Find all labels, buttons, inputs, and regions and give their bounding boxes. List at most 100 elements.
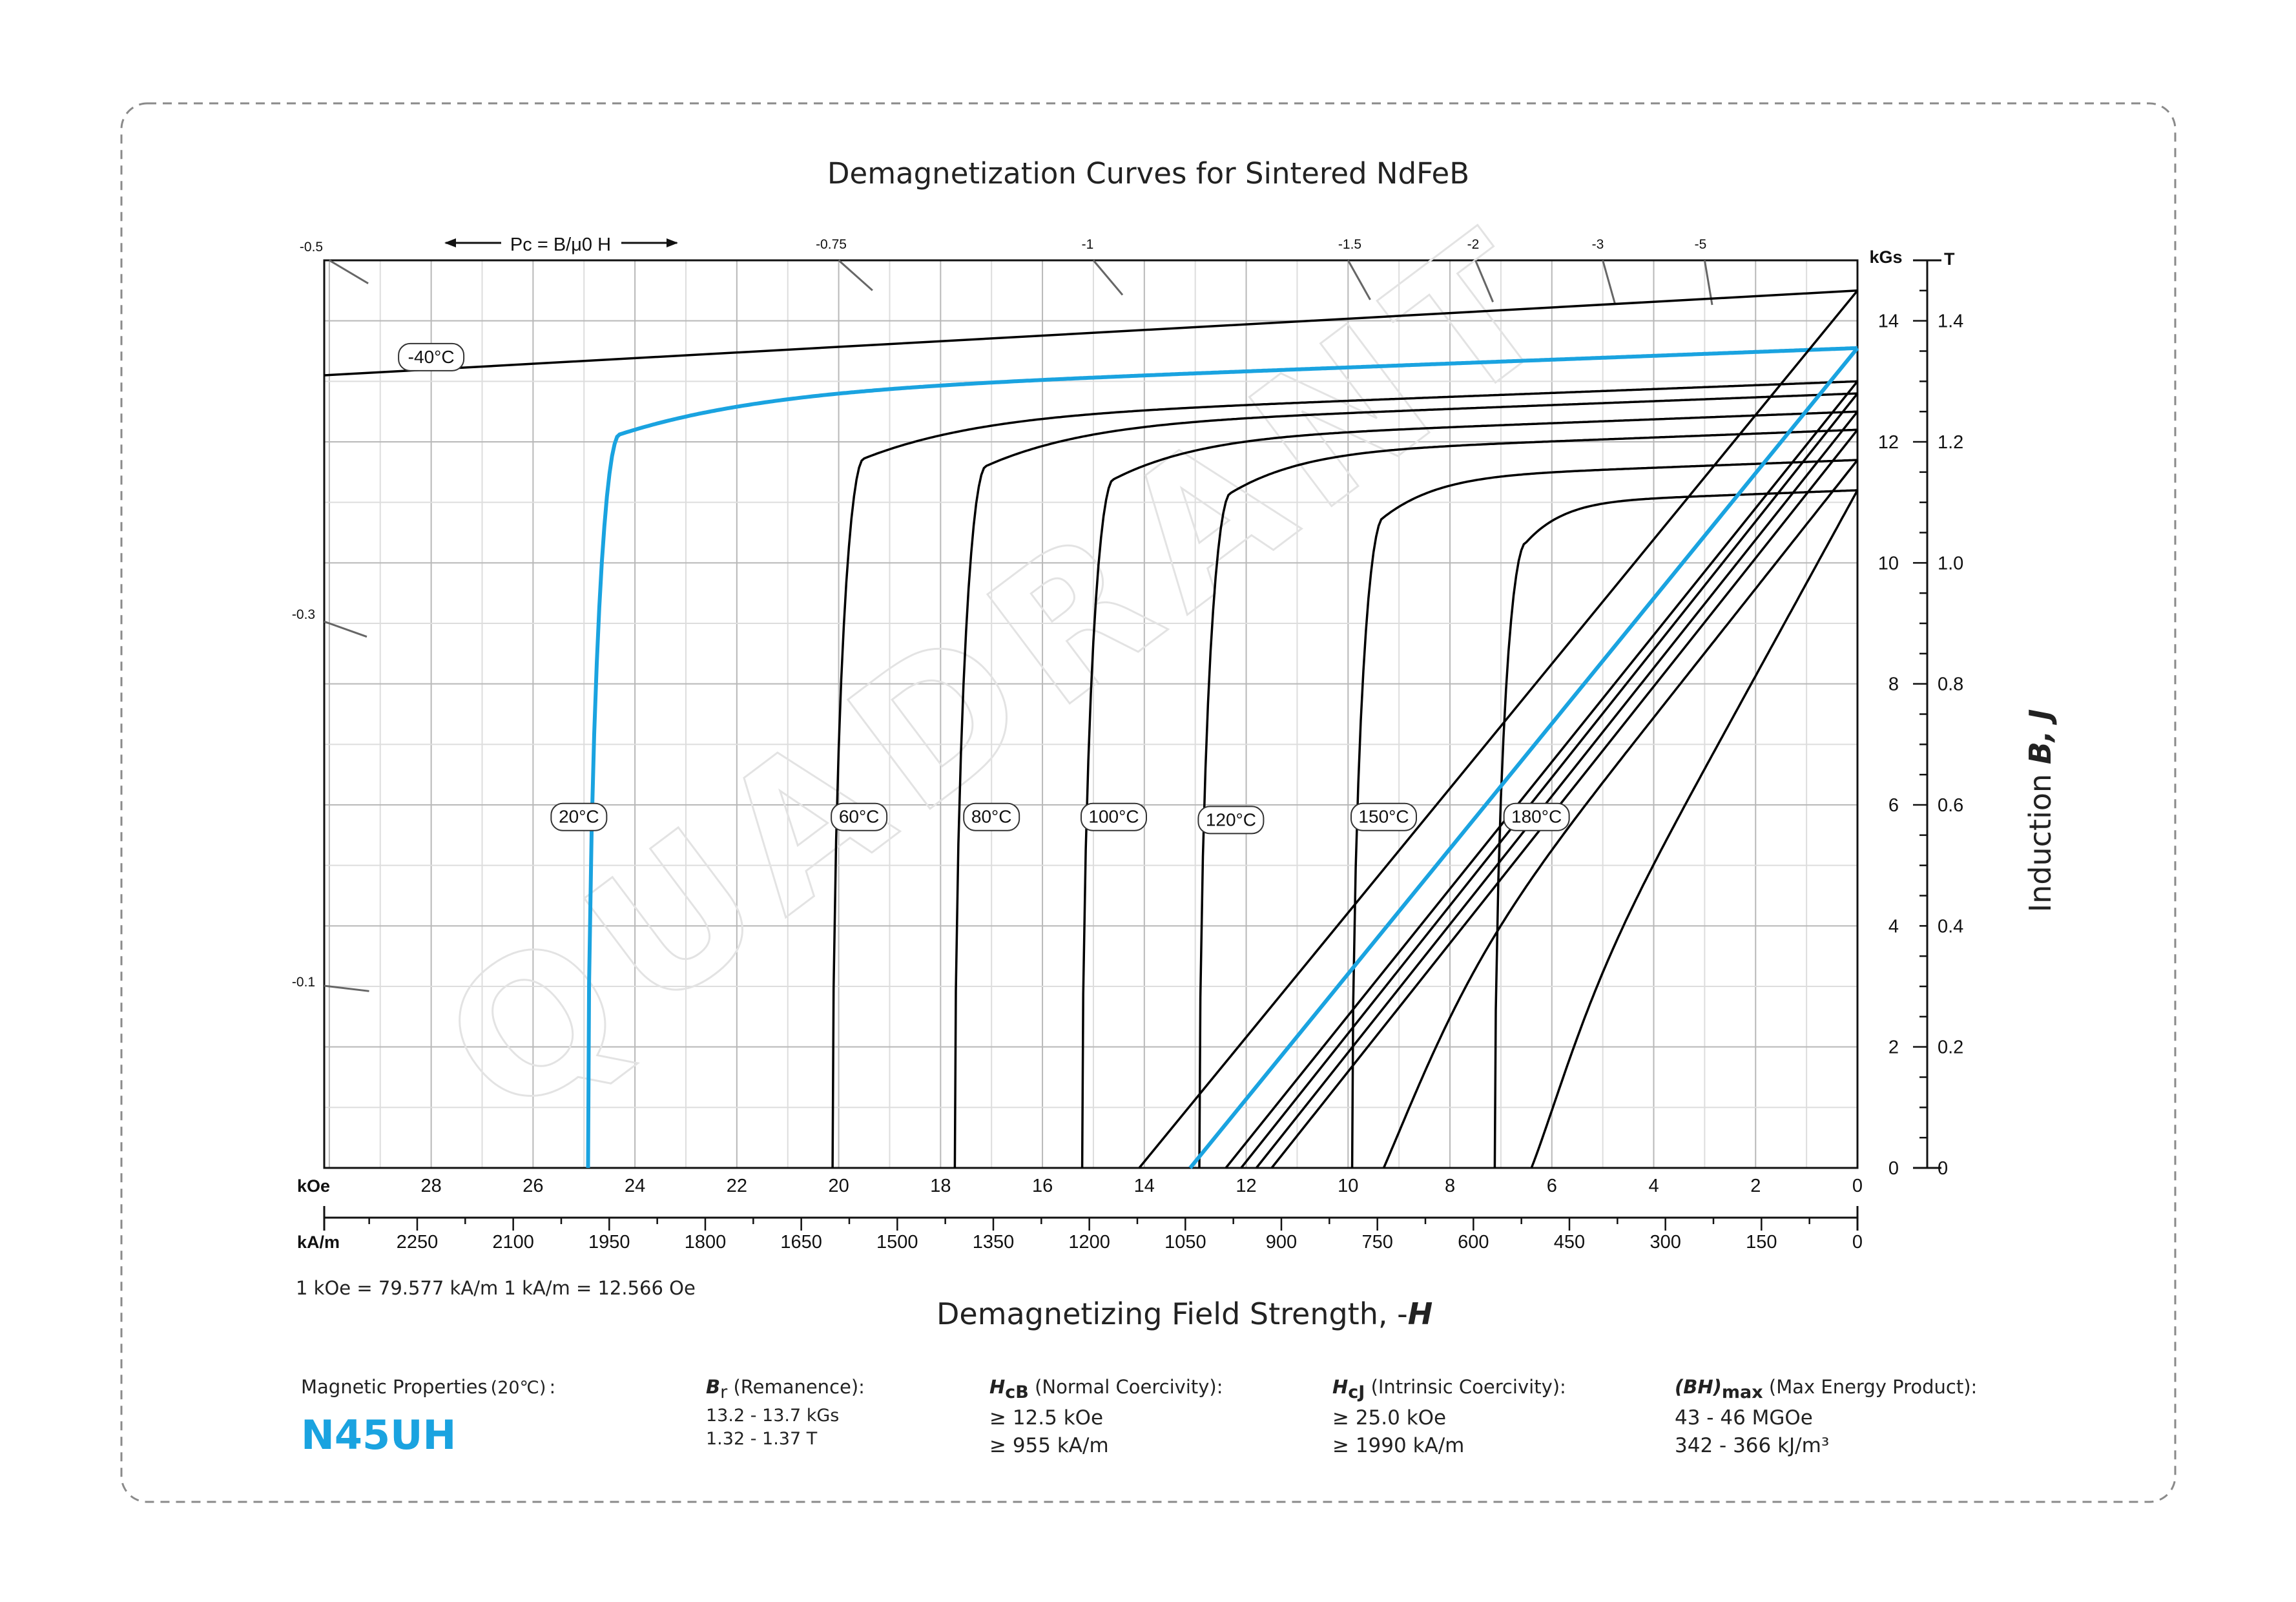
watermark: QUADRANT: [405, 183, 1604, 1162]
properties-heading: Magnetic Properties: [301, 1376, 488, 1398]
y-axis-title-text: Induction: [2023, 764, 2058, 912]
hcj-value-koe: ≥ 25.0 kOe: [1332, 1406, 1447, 1430]
x-tick-label-kam: 600: [1458, 1232, 1489, 1253]
br-value-kgs: 13.2 - 13.7 kGs: [706, 1405, 840, 1426]
curve-label: 80°C: [971, 807, 1012, 827]
remanence-block: Br (Remanence): 13.2 - 13.7 kGs 1.32 - 1…: [706, 1376, 865, 1451]
intrinsic-curve: [324, 289, 1858, 377]
grade-name: N45UH: [301, 1411, 457, 1459]
y-tick-label-tesla: 1.0: [1938, 553, 1963, 574]
y-tick-label-kgs: 8: [1888, 674, 1899, 695]
x-tick-label-kam: 1350: [973, 1232, 1015, 1253]
y-tick-label-tesla: 0.6: [1938, 795, 1963, 816]
hcj-value-kam: ≥ 1990 kA/m: [1332, 1433, 1465, 1457]
normal-curve: [1188, 346, 1859, 1169]
intrinsic-coercivity-block: HcJ (Intrinsic Coercivity): ≥ 25.0 kOe ≥…: [1332, 1376, 1566, 1460]
br-name: (Remanence):: [733, 1376, 865, 1398]
x-tick-label-koe: 18: [930, 1176, 951, 1196]
y-tick-label-tesla: 0: [1938, 1158, 1948, 1179]
properties-heading-temp: (20℃): [490, 1378, 546, 1398]
curve-label-bubble: [1197, 806, 1265, 835]
curve-label: 100°C: [1088, 807, 1139, 827]
normal-curve: [1270, 429, 1859, 1169]
curve-label: -40°C: [408, 347, 455, 367]
y-tick-label-tesla: 1.2: [1938, 432, 1963, 453]
pc-tick: [1602, 260, 1617, 304]
pc-tick: [324, 620, 367, 638]
hcb-value-kam: ≥ 955 kA/m: [989, 1433, 1109, 1457]
normal-curve: [1255, 411, 1859, 1169]
pc-tick-label: -0.5: [300, 240, 323, 255]
y-axis-title-symbol: B, J: [2023, 709, 2058, 765]
intrinsic-curve: [586, 346, 1858, 1169]
pc-tick: [329, 259, 369, 285]
pc-label: Pc = B/μ0 H: [510, 234, 611, 255]
permeance-coefficient-scale: -0.5 -0.75 -1 -1.5 -2 -3 -5 -0.3 -0.1 Pc = B/μ0 H: [292, 234, 1713, 992]
x-tick-label-kam: 2250: [397, 1232, 439, 1253]
y-tick-label-tesla: 0.8: [1938, 674, 1963, 695]
br-symbol: B: [706, 1376, 721, 1398]
x-tick-label-koe: 22: [727, 1176, 747, 1196]
br-sub: r: [720, 1382, 728, 1402]
y-axis-title: Induction B, J: [2023, 709, 2058, 913]
plot-frame: [323, 259, 1859, 1169]
bhmax-symbol: (BH): [1675, 1376, 1722, 1398]
bhmax-value-kjm3: 342 - 366 kJ/m³: [1675, 1433, 1830, 1457]
normal-curve: [1240, 393, 1859, 1169]
x-tick-label-kam: 1800: [685, 1232, 727, 1253]
hcb-sub: cB: [1005, 1382, 1029, 1402]
hcj-sub: cJ: [1348, 1382, 1365, 1402]
x-unit-koe: kOe: [297, 1176, 330, 1196]
curve-label: 180°C: [1511, 807, 1562, 827]
x-tick-label-kam: 900: [1266, 1232, 1297, 1253]
hcb-value-koe: ≥ 12.5 kOe: [989, 1406, 1104, 1430]
curve-label-bubble: [963, 802, 1020, 831]
x-tick-label-koe: 6: [1547, 1176, 1557, 1196]
normal-curve: [1530, 490, 1859, 1169]
pc-tick: [1347, 260, 1371, 300]
chart-title: Demagnetization Curves for Sintered NdFe…: [827, 156, 1469, 191]
axes: kOe 28 26 24 22 20 18 16 14 12 10 8 6 4 2 0kA/m 2250 2100…: [297, 247, 1963, 1253]
y-tick-label-kgs: 2: [1888, 1037, 1899, 1058]
x-axis-title: Demagnetizing Field Strength, -H: [936, 1296, 1432, 1331]
y-tick-label-kgs: 14: [1878, 311, 1899, 332]
curve-label-bubble: [1350, 802, 1418, 831]
x-tick-label-koe: 4: [1648, 1176, 1659, 1196]
bhmax-name: (Max Energy Product):: [1768, 1376, 1978, 1398]
pc-tick-label: -3: [1592, 237, 1604, 252]
pc-tick-label: -1.5: [1338, 237, 1361, 252]
curve-label: 150°C: [1358, 807, 1409, 827]
pc-tick: [1474, 260, 1494, 303]
normal-curve: [1382, 459, 1859, 1169]
x-tick-label-kam: 2100: [492, 1232, 534, 1253]
x-tick-label-koe: 2: [1750, 1176, 1761, 1196]
pc-tick-label: -0.1: [292, 975, 315, 990]
intrinsic-curve: [1493, 489, 1858, 1169]
pc-tick-label: -1: [1082, 237, 1094, 252]
energy-product-block: (BH)max (Max Energy Product): 43 - 46 MG…: [1675, 1376, 1977, 1460]
hcb-name: (Normal Coercivity):: [1035, 1376, 1223, 1398]
curve-label-bubble: [831, 802, 888, 831]
y-tick-label-kgs: 10: [1878, 553, 1899, 574]
x-tick-label-koe: 10: [1338, 1176, 1358, 1196]
curve-label-bubble: [1503, 802, 1570, 831]
br-value-t: 1.32 - 1.37 T: [706, 1428, 818, 1449]
pc-tick: [324, 984, 369, 992]
curve-labels: -40°C 20°C 60°C 80°C 100°C 120°C 150°C 180°C: [398, 342, 1570, 835]
curve-label: 60°C: [839, 807, 880, 827]
curve-label: 20°C: [559, 807, 599, 827]
x-tick-label-kam: 150: [1746, 1232, 1777, 1253]
curves: [324, 289, 1859, 1169]
y-tick-label-kgs: 6: [1888, 795, 1899, 816]
curve-label-bubble: [398, 342, 465, 371]
pc-tick-label: -0.75: [816, 237, 847, 252]
y-tick-label-kgs: 12: [1878, 432, 1899, 453]
normal-curve: [1225, 380, 1859, 1169]
x-tick-label-koe: 8: [1445, 1176, 1455, 1196]
intrinsic-curve: [831, 380, 1858, 1169]
intrinsic-curve: [953, 392, 1858, 1169]
pc-tick-label: -2: [1467, 237, 1480, 252]
x-tick-label-kam: 750: [1361, 1232, 1392, 1253]
magnetic-properties-heading: Magnetic Properties (20℃) :: [301, 1376, 555, 1400]
y-unit-kgs: kGs: [1869, 247, 1902, 267]
